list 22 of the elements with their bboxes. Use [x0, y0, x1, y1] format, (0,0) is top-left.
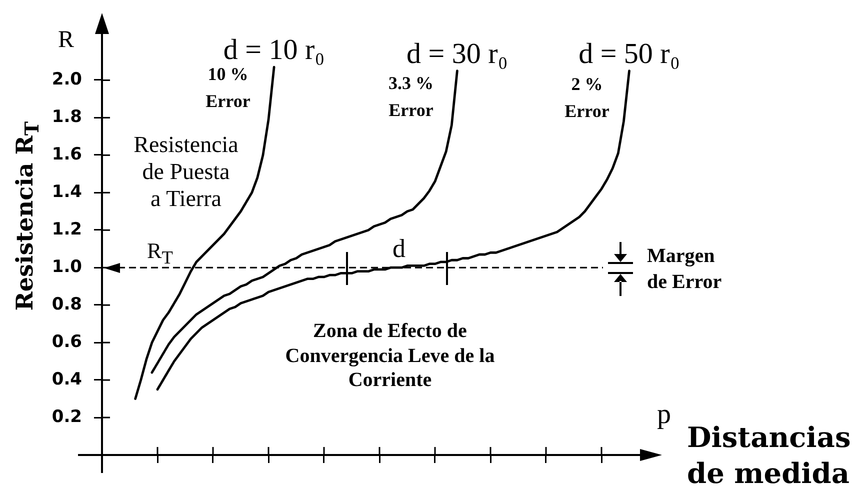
annotation: 2 % Error [564, 73, 610, 123]
annotation: p [657, 399, 671, 430]
annotation: Margen de Error [647, 244, 722, 295]
y-tick-label: 0.2 [52, 406, 82, 427]
series-label: d = 50 r₀ [578, 38, 680, 70]
y-tick-label: 1.4 [52, 182, 82, 202]
series-label: d = 30 r₀ [406, 38, 508, 70]
text: Distancias de medida [687, 420, 851, 492]
y-tick-label: 2.0 [52, 70, 82, 90]
y-tick-label: 0.4 [52, 369, 82, 390]
ref-line-label: R$_{T}$ [147, 238, 173, 269]
y-tick-label: 1.0 [52, 257, 82, 278]
y-tick-label: 0.6 [52, 332, 82, 352]
annotation: 3.3 % Error [388, 72, 434, 122]
annotation: Resistencia de Puesta a Tierra [134, 131, 238, 212]
annotation: Zona de Efecto de Convergencia Leve de la Corriente [285, 319, 495, 392]
y-tick-label: 1.2 [52, 220, 82, 240]
y-tick-label: 0.8 [52, 294, 82, 315]
text: R [58, 26, 74, 54]
annotation: d [392, 234, 406, 264]
y-tick-label: 1.6 [52, 144, 82, 165]
y-tick-label: 1.8 [52, 107, 82, 128]
